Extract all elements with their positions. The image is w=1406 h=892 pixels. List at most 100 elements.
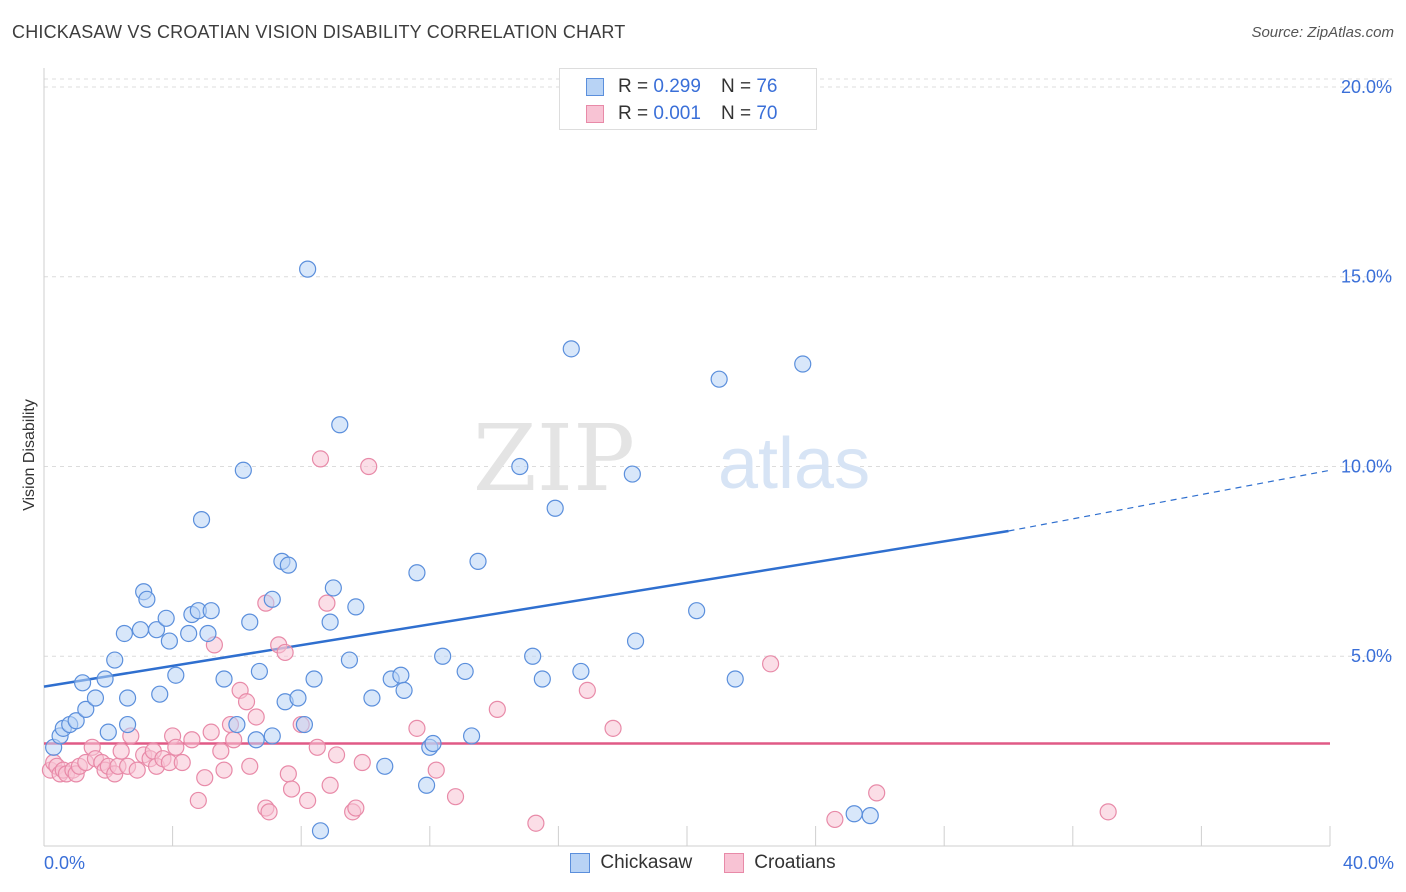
point-chickasaw: [363, 689, 381, 707]
point-chickasaw: [324, 579, 342, 597]
point-chickasaw: [247, 731, 265, 749]
legend-n-label: N =: [720, 103, 752, 124]
point-chickasaw: [511, 457, 529, 476]
point-croatians: [112, 742, 130, 760]
y-tick-label: 15.0%: [1341, 267, 1392, 287]
point-croatians: [225, 731, 243, 749]
axes: [43, 68, 1331, 847]
point-croatians: [408, 719, 426, 737]
point-chickasaw: [99, 723, 117, 741]
point-croatians: [353, 753, 371, 772]
point-chickasaw: [241, 613, 259, 631]
point-chickasaw: [311, 822, 330, 840]
point-croatians: [189, 791, 207, 810]
point-chickasaw: [331, 416, 349, 434]
point-chickasaw: [118, 689, 137, 707]
point-chickasaw: [469, 552, 487, 570]
watermark-zip: ZIP: [473, 405, 635, 512]
point-chickasaw: [395, 681, 413, 700]
point-chickasaw: [289, 689, 307, 707]
point-chickasaw: [73, 674, 92, 692]
point-chickasaw: [199, 624, 217, 643]
trendline-chickasaw: [43, 529, 1009, 688]
point-chickasaw: [147, 621, 166, 639]
point-croatians: [1099, 803, 1117, 821]
point-chickasaw: [524, 647, 542, 665]
point-chickasaw: [67, 712, 85, 730]
gridlines: [44, 78, 1392, 657]
point-chickasaw: [77, 700, 95, 718]
trendlines: [43, 469, 1331, 745]
point-chickasaw: [376, 757, 394, 775]
legend-swatch-croatians: [586, 105, 604, 123]
legend-swatch-chickasaw: [586, 78, 604, 96]
legend-n-label: N =: [720, 76, 752, 97]
series-swatch-chickasaw: [570, 853, 591, 873]
point-chickasaw: [279, 556, 297, 574]
legend-r-label: R =: [618, 76, 649, 97]
point-croatians: [299, 791, 317, 810]
series-label-chickasaw: Chickasaw: [600, 852, 693, 873]
point-chickasaw: [456, 662, 474, 681]
point-croatians: [321, 776, 339, 794]
point-croatians: [247, 708, 265, 726]
point-croatians: [276, 643, 294, 662]
point-chickasaw: [533, 670, 551, 688]
point-chickasaw: [299, 260, 317, 278]
source-credit: Source: ZipAtlas.com: [1251, 24, 1394, 41]
point-chickasaw: [202, 602, 220, 620]
point-chickasaw: [546, 499, 564, 517]
series-swatch-croatians: [724, 853, 745, 873]
point-chickasaw: [96, 670, 114, 688]
point-chickasaw: [160, 632, 178, 650]
point-chickasaw: [151, 685, 169, 703]
point-chickasaw: [710, 370, 728, 388]
point-chickasaw: [106, 651, 124, 669]
legend-row-croatians: R = 0.001 N = 70: [586, 101, 777, 127]
point-chickasaw: [138, 590, 156, 608]
series-legend-croatians: Croatians: [724, 852, 836, 874]
point-chickasaw: [347, 598, 365, 616]
point-croatians: [241, 757, 259, 775]
y-tick-label: 5.0%: [1351, 646, 1392, 666]
point-chickasaw: [157, 609, 175, 627]
point-croatians: [604, 719, 622, 737]
chart-title: CHICKASAW VS CROATIAN VISION DISABILITY …: [12, 22, 626, 42]
point-chickasaw: [295, 715, 314, 734]
point-chickasaw: [340, 651, 359, 669]
legend-n-value: 76: [756, 76, 778, 97]
point-chickasaw: [726, 670, 744, 688]
point-croatians: [202, 723, 220, 741]
y-tick-label: 20.0%: [1341, 77, 1392, 97]
point-chickasaw: [86, 689, 105, 707]
x-tick-label: 0.0%: [44, 853, 85, 873]
point-croatians: [318, 594, 336, 612]
point-croatians: [527, 814, 545, 832]
point-croatians: [761, 655, 780, 673]
point-chickasaw: [228, 715, 246, 734]
point-croatians: [488, 700, 506, 718]
point-chickasaw: [424, 734, 442, 753]
point-croatians: [167, 738, 185, 756]
point-chickasaw: [845, 805, 863, 823]
point-chickasaw: [572, 662, 590, 681]
legend-r-value: 0.299: [653, 76, 701, 97]
point-croatians: [327, 746, 346, 764]
point-chickasaw: [392, 666, 410, 684]
point-chickasaw: [263, 727, 281, 745]
point-chickasaw: [167, 666, 185, 684]
point-croatians: [308, 738, 326, 756]
legend-r-value: 0.001: [653, 103, 701, 124]
point-chickasaw: [861, 807, 879, 825]
point-chickasaw: [434, 647, 452, 665]
point-chickasaw: [192, 511, 211, 529]
legend-n-value: 70: [756, 103, 778, 124]
point-chickasaw: [305, 670, 323, 688]
point-croatians: [279, 765, 297, 783]
point-chickasaw: [626, 632, 645, 650]
point-croatians: [173, 753, 191, 772]
y-tick-label: 10.0%: [1341, 456, 1392, 476]
point-chickasaw: [263, 590, 281, 608]
point-chickasaw: [408, 564, 426, 582]
point-croatians: [260, 803, 278, 821]
